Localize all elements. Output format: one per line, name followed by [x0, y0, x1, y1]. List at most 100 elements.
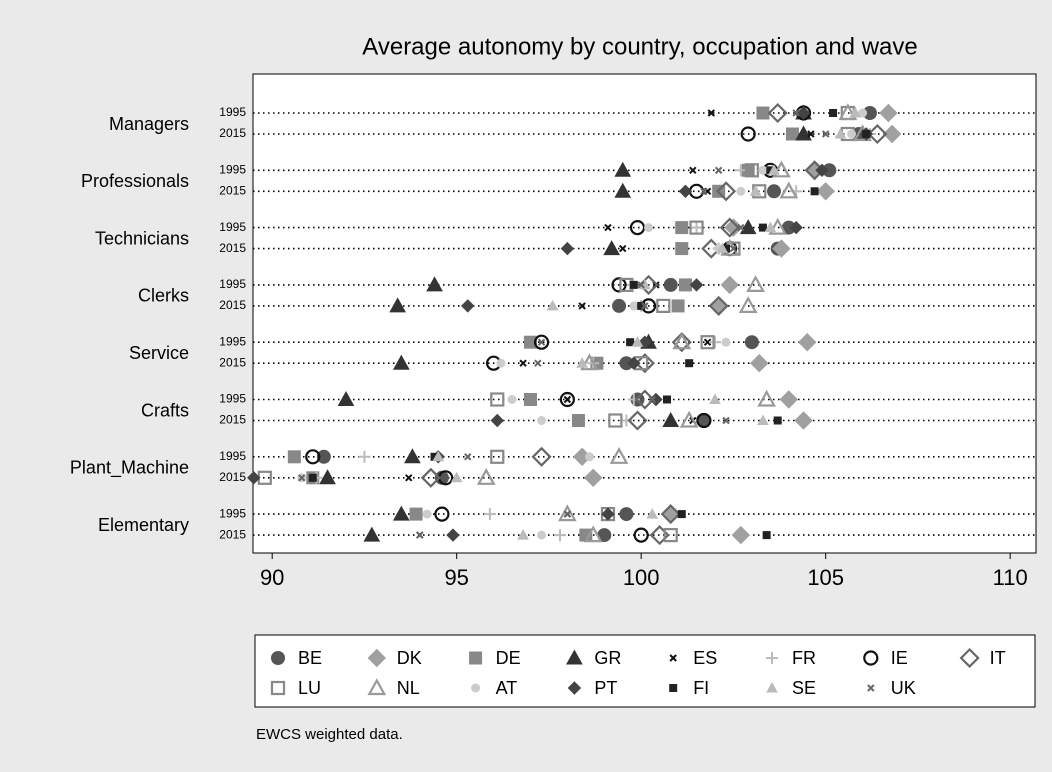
legend-label: IT	[990, 648, 1006, 668]
wave-label: 1995	[219, 162, 246, 176]
marker	[744, 163, 759, 178]
marker	[779, 181, 799, 199]
wave-label: 2015	[219, 413, 246, 427]
marker	[729, 244, 738, 253]
marker	[675, 242, 689, 256]
x-tick-label: 110	[993, 565, 1028, 590]
marker	[671, 332, 692, 353]
marker	[764, 221, 777, 233]
legend-marker	[367, 678, 387, 696]
category-label: Crafts	[141, 400, 189, 420]
marker	[604, 223, 612, 232]
marker	[629, 220, 646, 236]
marker	[611, 277, 627, 293]
marker	[746, 275, 765, 292]
marker	[409, 507, 423, 521]
marker	[576, 357, 588, 368]
marker	[847, 129, 857, 139]
marker	[722, 416, 730, 425]
marker	[537, 338, 546, 346]
wave-label: 1995	[219, 334, 246, 348]
marker	[750, 353, 769, 373]
marker	[563, 510, 572, 518]
marker	[629, 301, 639, 311]
legend-label: BE	[298, 648, 322, 668]
marker	[517, 529, 529, 540]
legend-marker	[567, 681, 582, 695]
marker	[767, 102, 788, 124]
marker	[476, 468, 496, 485]
marker	[392, 505, 410, 521]
wave-label: 1995	[219, 449, 246, 463]
wave-label: 2015	[219, 355, 246, 369]
marker	[714, 166, 723, 175]
marker	[319, 469, 336, 485]
category-label: Plant_Machine	[70, 458, 189, 479]
marker	[700, 335, 715, 350]
marker	[689, 278, 704, 292]
marker	[789, 220, 803, 235]
marker	[779, 390, 798, 409]
legend-label: PT	[594, 678, 617, 698]
marker	[731, 525, 751, 545]
legend-marker	[863, 650, 879, 666]
marker	[656, 298, 671, 313]
legend-marker	[469, 651, 483, 665]
marker	[305, 449, 321, 465]
marker	[627, 356, 641, 370]
category-label: Managers	[109, 114, 189, 134]
marker	[758, 165, 768, 175]
category-label: Technicians	[95, 228, 189, 248]
x-tick-label: 105	[807, 565, 844, 590]
marker	[648, 395, 656, 404]
marker	[558, 504, 577, 522]
marker	[405, 474, 413, 482]
marker	[614, 161, 632, 177]
legend-marker	[271, 651, 285, 665]
marker	[882, 124, 902, 144]
marker	[816, 182, 835, 201]
legend-label: AT	[496, 678, 518, 698]
legend-marker	[669, 684, 678, 692]
marker	[490, 392, 505, 407]
marker	[708, 336, 721, 349]
wave-label: 2015	[219, 470, 246, 484]
marker	[297, 474, 306, 482]
marker	[641, 302, 649, 310]
marker	[537, 530, 547, 540]
marker	[559, 391, 575, 408]
category-label: Professionals	[81, 171, 189, 191]
marker	[392, 354, 410, 370]
marker	[689, 220, 704, 235]
marker	[464, 453, 472, 461]
marker	[679, 410, 699, 428]
marker	[612, 298, 627, 313]
marker	[585, 452, 595, 462]
marker	[715, 181, 737, 202]
marker	[626, 338, 635, 347]
marker	[716, 242, 729, 254]
marker	[523, 335, 537, 349]
marker	[571, 414, 585, 427]
marker	[432, 450, 445, 462]
marker	[737, 223, 745, 232]
marker	[416, 531, 424, 539]
category-label: Clerks	[138, 286, 189, 306]
marker	[519, 359, 527, 367]
x-tick-label: 90	[260, 565, 284, 590]
marker	[660, 504, 681, 525]
marker	[708, 295, 729, 316]
marker	[554, 529, 567, 542]
marker	[422, 509, 432, 519]
legend-label: DE	[496, 648, 521, 668]
legend-marker	[471, 683, 481, 693]
marker	[707, 109, 715, 117]
marker	[316, 449, 331, 464]
marker	[703, 338, 712, 346]
marker	[534, 359, 542, 367]
marker	[696, 412, 712, 429]
wave-label: 2015	[219, 298, 246, 312]
marker	[738, 296, 758, 313]
marker	[637, 281, 645, 289]
